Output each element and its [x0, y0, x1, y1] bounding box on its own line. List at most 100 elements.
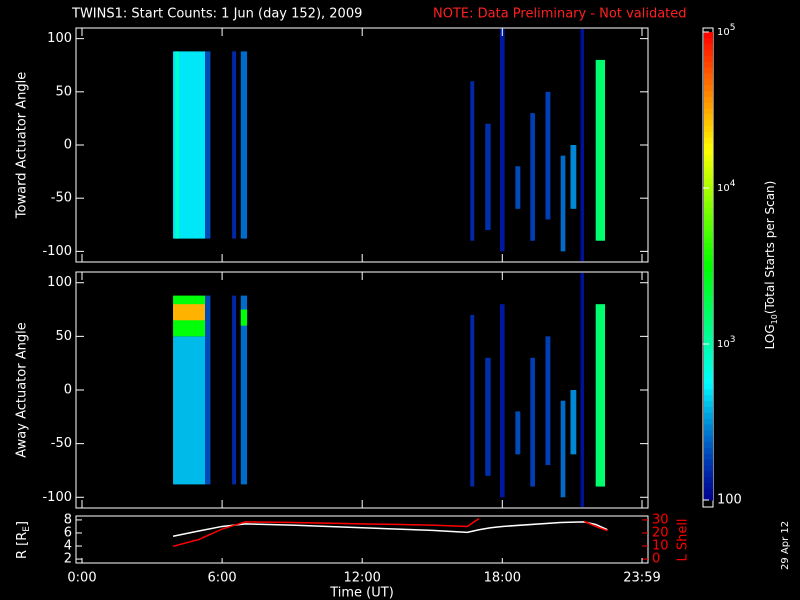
colorbar-strip: [704, 260, 713, 267]
y-tick-label: -50: [51, 436, 72, 451]
heatmap-cell: [173, 304, 206, 321]
heatmap-cell: [545, 336, 551, 466]
colorbar-tick-base: 10: [717, 183, 730, 194]
colorbar-strip: [704, 394, 713, 402]
heatmap-cell: [205, 295, 211, 485]
heatmap-cell: [570, 390, 577, 455]
colorbar-strip: [704, 113, 713, 121]
y2-tick-label: 30: [652, 512, 669, 527]
y2-axis-label: L Shell: [676, 518, 691, 561]
colorbar-strip: [704, 32, 713, 39]
y-tick-label: 8: [64, 512, 72, 527]
colorbar-strip: [704, 371, 713, 378]
colorbar-tick-label: 104: [717, 179, 736, 195]
colorbar-strip: [704, 476, 713, 483]
heatmap-cell: [595, 304, 606, 487]
colorbar-tick-base: 10: [717, 27, 730, 38]
colorbar-tick-exponent: 4: [730, 179, 736, 189]
colorbar-strip: [704, 429, 713, 437]
heatmap-cell: [240, 309, 248, 326]
heatmap-cell: [232, 295, 237, 485]
colorbar-strip: [704, 435, 713, 442]
colorbar-strip: [704, 342, 713, 349]
colorbar-strip: [704, 254, 713, 261]
colorbar-strip: [704, 37, 713, 45]
heatmap-cell: [595, 59, 606, 241]
colorbar-strip: [704, 248, 713, 255]
colorbar-strip: [704, 494, 713, 501]
colorbar-strip: [704, 482, 713, 489]
y-tick-label: 50: [55, 84, 72, 99]
colorbar-strip: [704, 283, 713, 290]
colorbar-strip: [704, 324, 713, 331]
chart-title: TWINS1: Start Counts: 1 Jun (day 152), 2…: [71, 7, 362, 22]
colorbar-label-part: LOG: [763, 324, 777, 349]
heatmap-cell: [232, 51, 237, 239]
y2-tick-label: 10: [652, 539, 669, 554]
colorbar-strip: [704, 383, 713, 390]
heatmap-cell: [175, 51, 179, 239]
colorbar-strip: [704, 347, 713, 355]
y2-tick-label: 20: [652, 525, 669, 540]
y-tick-label: 100: [47, 275, 72, 290]
colorbar-strip: [704, 289, 713, 296]
colorbar-tick-base: 10: [717, 339, 730, 350]
colorbar-strip: [704, 459, 713, 466]
colorbar-strip: [704, 295, 713, 302]
colorbar-strip: [704, 312, 713, 320]
y-tick-label: 2: [64, 552, 72, 567]
colorbar-strip: [704, 277, 713, 285]
colorbar-strip: [704, 400, 713, 407]
colorbar-strip: [704, 137, 713, 144]
series-line: [172, 517, 608, 548]
y-tick-label: 0: [64, 138, 72, 153]
y-tick-label: -100: [42, 244, 72, 259]
heatmap-cell: [530, 357, 535, 487]
x-tick-label: 12:00: [343, 571, 380, 586]
y-tick-label: -50: [51, 191, 72, 206]
colorbar-strip: [704, 388, 713, 396]
y-axis-label: Away Actuator Angle: [15, 322, 30, 457]
x-tick-label: 23:59: [623, 571, 660, 586]
colorbar-strip: [704, 207, 713, 214]
colorbar-strip: [704, 78, 713, 86]
heatmap-cell: [545, 91, 551, 220]
colorbar-strip: [704, 301, 713, 308]
colorbar-strip: [704, 318, 713, 325]
colorbar-strip: [704, 441, 713, 448]
heatmap-cell: [470, 314, 475, 487]
colorbar-strip: [704, 359, 713, 366]
colorbar-strip: [704, 55, 713, 62]
colorbar-strip: [704, 172, 713, 179]
heatmap-cell: [515, 411, 521, 455]
colorbar-strip: [704, 213, 713, 220]
colorbar-strip: [704, 149, 713, 156]
colorbar-strip: [704, 242, 713, 249]
heatmap-cell: [580, 29, 585, 261]
y-axis-label-part: R [R: [15, 532, 30, 559]
colorbar-strip: [704, 189, 713, 197]
colorbar-tick-label: 103: [717, 335, 735, 351]
colorbar-tick-label: 105: [717, 23, 735, 39]
y2-tick-label: 0: [652, 552, 660, 567]
y-tick-label: 4: [64, 539, 72, 554]
colorbar-strip: [704, 125, 713, 132]
heatmap-cell: [570, 145, 577, 209]
colorbar-strip: [704, 447, 713, 454]
colorbar-strip: [704, 49, 713, 56]
x-tick-label: 18:00: [484, 571, 521, 586]
heatmap-cell: [499, 29, 505, 252]
y-tick-label: -100: [42, 490, 72, 505]
colorbar-strip: [704, 184, 713, 191]
colorbar-strip: [704, 377, 713, 384]
y-axis-label-sub: E: [22, 526, 32, 532]
date-stamp: 29 Apr 12: [780, 521, 791, 570]
colorbar-strip: [704, 365, 713, 372]
y-tick-label: 100: [47, 31, 72, 46]
y-axis-label-part: ]: [15, 521, 30, 526]
heatmap-cell: [485, 357, 491, 476]
colorbar-strip: [704, 108, 713, 115]
colorbar-strip: [704, 453, 713, 460]
colorbar-strip: [704, 230, 713, 238]
